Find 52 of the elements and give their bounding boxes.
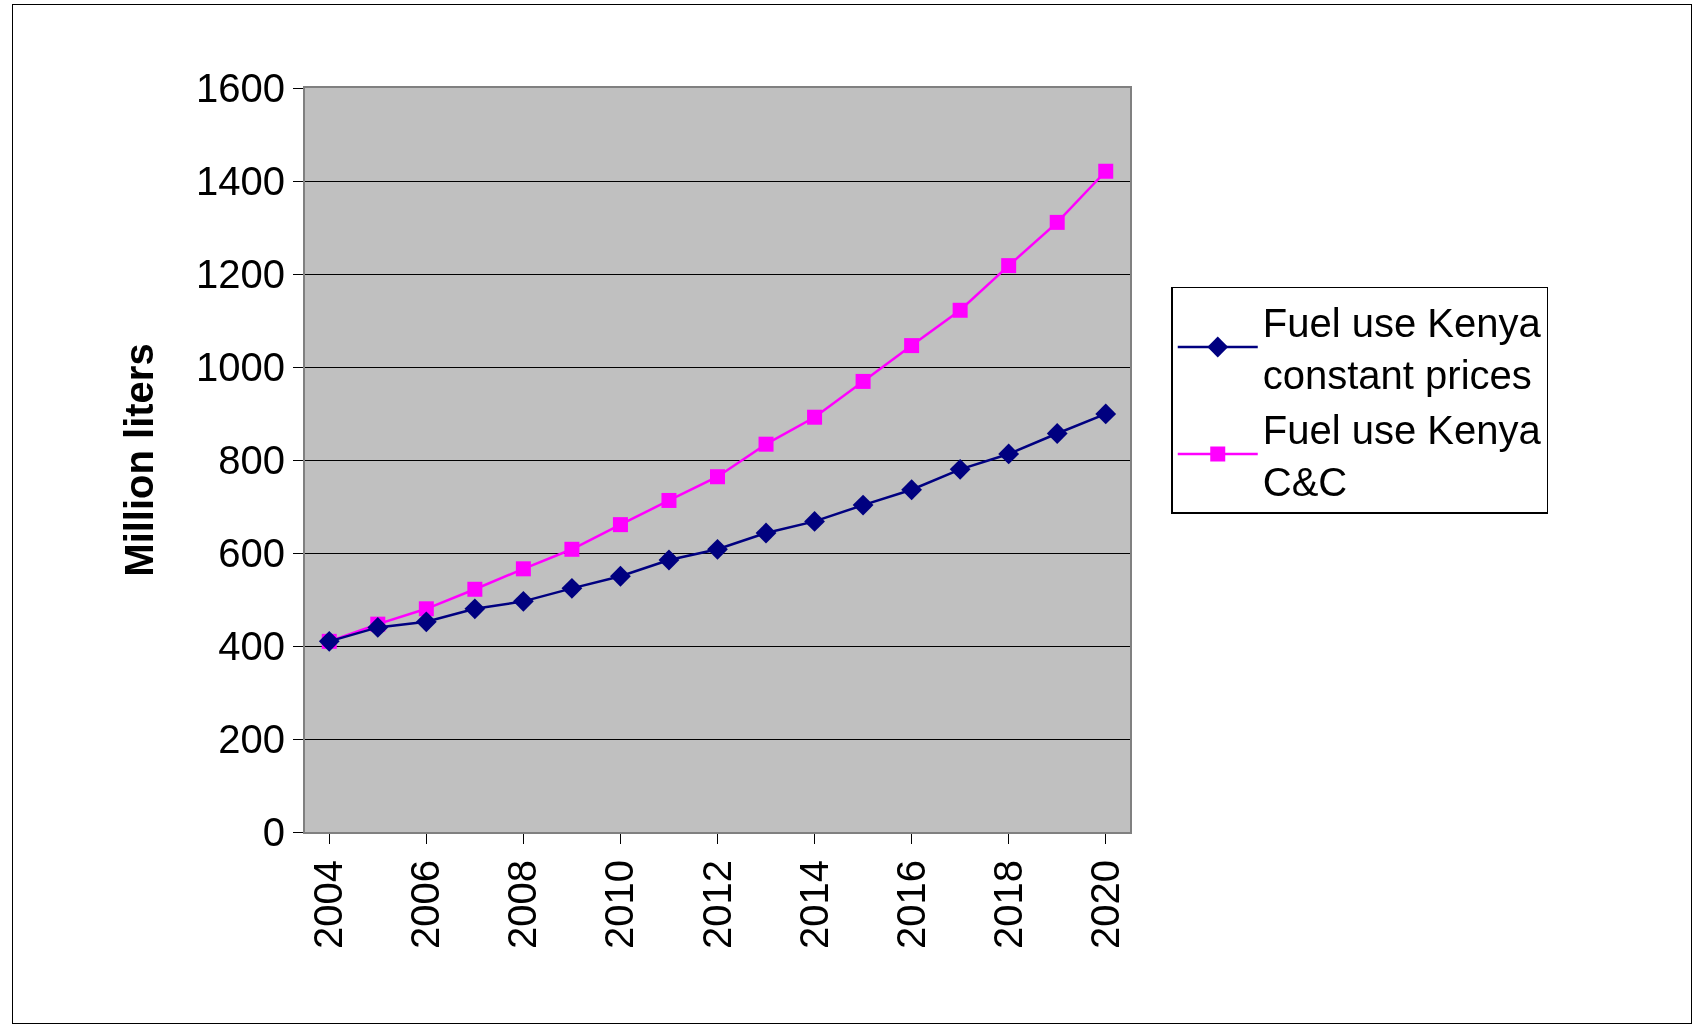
- point: [852, 494, 874, 516]
- point: [949, 458, 971, 480]
- point: [367, 617, 389, 638]
- point: [612, 517, 628, 533]
- point: [464, 598, 486, 620]
- x-tick-label: 2010: [597, 860, 642, 949]
- y-tick-label: 1400: [196, 159, 285, 203]
- x-tick-label: 2016: [888, 860, 933, 949]
- point: [707, 538, 728, 560]
- legend-label: Fuel use Kenya constant prices: [1262, 300, 1542, 397]
- point: [1049, 214, 1065, 230]
- y-tick-label: 200: [218, 717, 285, 761]
- point: [998, 443, 1020, 465]
- point: [658, 549, 680, 571]
- point: [901, 479, 923, 501]
- point: [561, 577, 583, 599]
- y-axis-title: Million liters: [117, 343, 162, 577]
- x-tick-label: 2020: [1082, 860, 1127, 949]
- x-tick-label: 2012: [694, 860, 739, 949]
- point: [610, 565, 631, 587]
- y-tick-label: 600: [218, 531, 285, 575]
- y-tick-label: 1600: [196, 66, 285, 110]
- point: [804, 510, 825, 532]
- y-tick-label: 1200: [196, 252, 285, 296]
- x-tick-label: 2008: [500, 860, 545, 949]
- x-tick-label: 2004: [306, 860, 351, 949]
- point: [1095, 403, 1117, 425]
- point: [710, 469, 725, 485]
- x-tick-label: 2014: [791, 860, 836, 949]
- point: [904, 338, 920, 354]
- point: [807, 409, 823, 425]
- point: [564, 541, 580, 557]
- y-tick-label: 400: [218, 624, 285, 668]
- point: [418, 601, 434, 617]
- point: [467, 581, 483, 597]
- point: [755, 522, 777, 544]
- point: [415, 611, 437, 633]
- point: [1001, 258, 1017, 274]
- y-tick-label: 800: [218, 438, 285, 482]
- legend-label: Fuel use Kenya C&C: [1262, 407, 1542, 504]
- point: [1098, 163, 1114, 179]
- point: [855, 373, 871, 389]
- point: [1046, 423, 1068, 444]
- y-tick-label: 0: [262, 810, 285, 854]
- x-tick-label: 2018: [985, 860, 1030, 949]
- point: [512, 590, 534, 612]
- point: [661, 492, 677, 508]
- point: [758, 436, 774, 452]
- point: [952, 302, 968, 318]
- point: [515, 561, 531, 577]
- x-tick-label: 2006: [403, 860, 448, 949]
- y-tick-label: 1000: [196, 345, 285, 389]
